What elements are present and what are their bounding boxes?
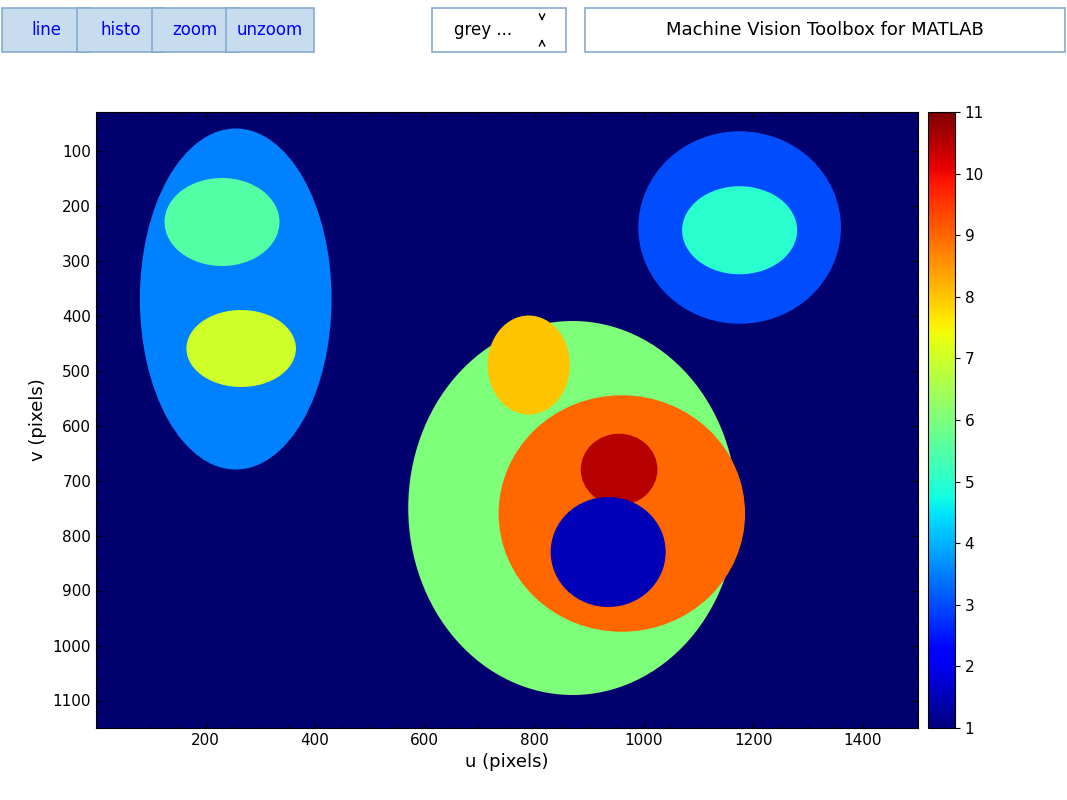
- Text: line: line: [31, 21, 61, 39]
- Ellipse shape: [551, 497, 666, 607]
- FancyBboxPatch shape: [77, 8, 164, 51]
- Ellipse shape: [488, 315, 570, 414]
- Ellipse shape: [164, 178, 280, 266]
- FancyBboxPatch shape: [585, 8, 1065, 51]
- Text: grey ...: grey ...: [455, 21, 512, 39]
- Ellipse shape: [409, 321, 737, 695]
- Ellipse shape: [140, 129, 332, 470]
- Ellipse shape: [682, 186, 797, 274]
- Text: unzoom: unzoom: [237, 21, 303, 39]
- Y-axis label: v (pixels): v (pixels): [29, 378, 47, 462]
- Text: zoom: zoom: [173, 21, 218, 39]
- X-axis label: u (pixels): u (pixels): [465, 754, 548, 771]
- FancyBboxPatch shape: [226, 8, 314, 51]
- FancyBboxPatch shape: [2, 8, 90, 51]
- Text: Machine Vision Toolbox for MATLAB: Machine Vision Toolbox for MATLAB: [666, 21, 984, 39]
- FancyBboxPatch shape: [152, 8, 239, 51]
- Ellipse shape: [580, 434, 657, 506]
- Text: histo: histo: [100, 21, 141, 39]
- Ellipse shape: [638, 131, 841, 324]
- FancyBboxPatch shape: [432, 8, 566, 51]
- Ellipse shape: [498, 395, 745, 632]
- Ellipse shape: [187, 310, 296, 387]
